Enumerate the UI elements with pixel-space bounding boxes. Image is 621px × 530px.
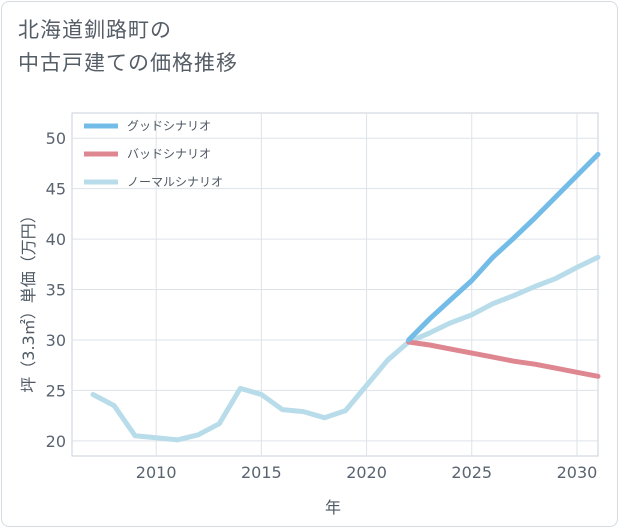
x-tick-label: 2025: [451, 463, 492, 482]
series-2-point: [428, 331, 432, 335]
series-2-point: [386, 358, 390, 362]
x-tick-label: 2030: [557, 463, 598, 482]
series-2-point: [154, 436, 158, 440]
series-2-point: [596, 255, 600, 259]
series-2-point: [91, 392, 95, 396]
series-0-point: [596, 152, 600, 156]
series-2-point: [133, 434, 137, 438]
series-2-point: [175, 438, 179, 442]
legend-label-2: ノーマルシナリオ: [127, 175, 223, 189]
series-2-point: [238, 386, 242, 390]
series-2-point: [575, 265, 579, 269]
y-axis-label: 坪（3.3㎡）単価（万円）: [19, 207, 38, 392]
series-layer: [90, 151, 601, 443]
y-tick-label: 45: [46, 180, 66, 199]
series-line-0: [406, 151, 601, 343]
series-2-point: [470, 313, 474, 317]
grid-layer: [72, 113, 598, 456]
series-2-point: [365, 383, 369, 387]
series-0-point: [449, 298, 453, 302]
series-0-point: [533, 216, 537, 220]
series-2-point: [301, 410, 305, 414]
y-tick-label: 30: [46, 331, 66, 350]
series-line-1: [406, 339, 601, 379]
y-tick-label: 50: [46, 129, 66, 148]
series-1-point: [554, 366, 558, 370]
series-0-point: [428, 317, 432, 321]
y-tick-label: 35: [46, 281, 66, 300]
series-2-point: [491, 302, 495, 306]
plot-area: [71, 112, 599, 457]
series-0-point: [407, 338, 411, 342]
y-tick-label: 25: [46, 381, 66, 400]
series-2-point: [259, 392, 263, 396]
x-tick-label: 2015: [241, 463, 282, 482]
x-tick-label: 2010: [136, 463, 177, 482]
chart-title-line-1: 北海道釧路町の: [18, 18, 172, 42]
series-2-point: [322, 416, 326, 420]
legend-label-0: グッドシナリオ: [127, 119, 211, 133]
series-1-point: [596, 374, 600, 378]
series-2-point: [554, 276, 558, 280]
x-tick-label: 2020: [346, 463, 387, 482]
series-2-point: [112, 404, 116, 408]
y-tick-label: 40: [46, 230, 66, 249]
x-axis-label: 年: [325, 498, 341, 517]
series-0-point: [491, 255, 495, 259]
series-1-point: [428, 343, 432, 347]
series-2-point: [280, 408, 284, 412]
legend-label-1: バッドシナリオ: [127, 147, 211, 161]
series-1-point: [575, 370, 579, 374]
series-1-point: [449, 347, 453, 351]
series-2-point: [196, 433, 200, 437]
series-2-point: [217, 422, 221, 426]
series-2-point: [449, 321, 453, 325]
y-tick-label: 20: [46, 432, 66, 451]
series-1-point: [470, 351, 474, 355]
series-1-point: [491, 355, 495, 359]
chart-title-line-2: 中古戸建ての価格推移: [18, 51, 238, 75]
chart-title: 北海道釧路町の 中古戸建ての価格推移: [18, 14, 598, 80]
series-0-point: [512, 236, 516, 240]
series-1-point: [533, 362, 537, 366]
series-0-point: [554, 195, 558, 199]
series-2-point: [512, 294, 516, 298]
series-0-point: [470, 278, 474, 282]
series-2-point: [344, 409, 348, 413]
series-1-point: [512, 359, 516, 363]
series-0-point: [575, 174, 579, 178]
series-2-point: [533, 285, 537, 289]
